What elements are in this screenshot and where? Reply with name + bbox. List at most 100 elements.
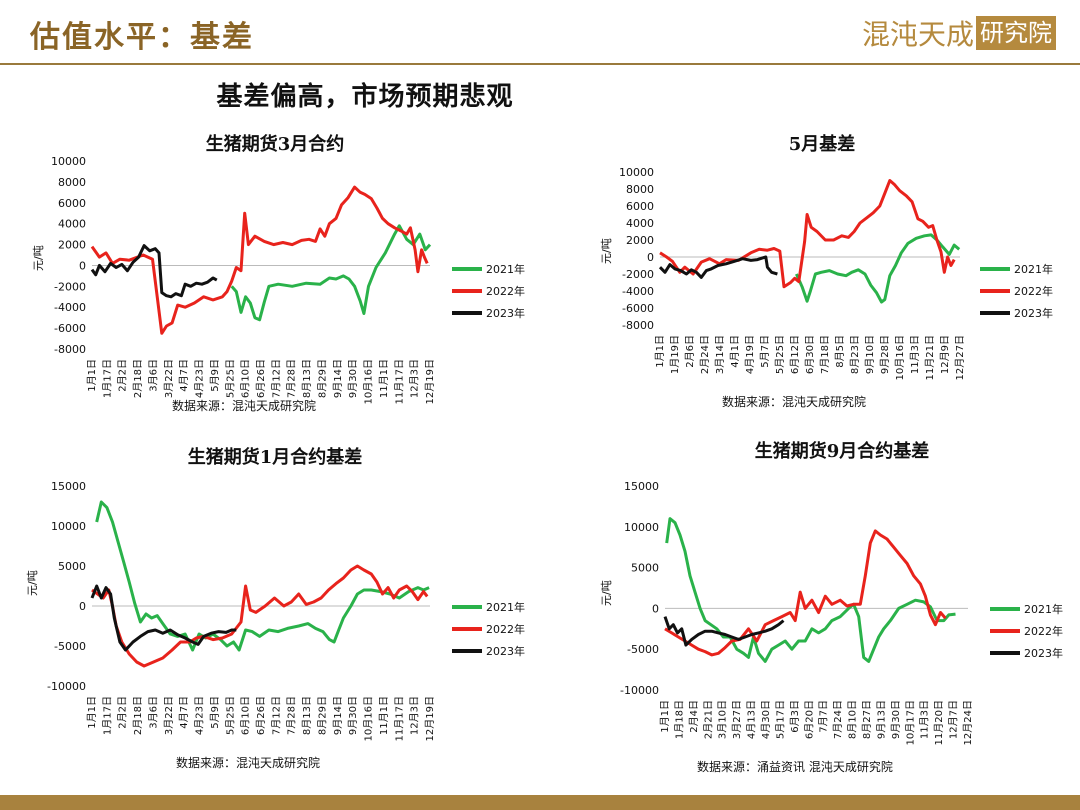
x-tick-label: 9月30日 — [347, 696, 359, 735]
x-tick-label: 5月9日 — [209, 359, 221, 392]
legend-item: 2023年 — [452, 302, 525, 324]
x-tick-label: 12月24日 — [962, 700, 974, 745]
chart-svg: 1000080006000400020000-2000-4000-6000-80… — [0, 0, 1080, 810]
legend-swatch — [452, 605, 482, 609]
x-tick-label: 8月13日 — [301, 696, 313, 735]
x-tick-label: 7月18日 — [819, 335, 831, 374]
legend-swatch — [990, 607, 1020, 611]
x-tick-label: 9月10日 — [864, 335, 876, 374]
legend-swatch — [452, 267, 482, 271]
x-tick-label: 3月6日 — [147, 696, 159, 729]
x-tick-label: 2月18日 — [132, 359, 144, 398]
page-title: 估值水平：基差 — [30, 12, 254, 56]
x-tick-label: 11月1日 — [378, 359, 390, 398]
x-tick-label: 1月19日 — [669, 335, 681, 374]
y-tick-label: 2000 — [626, 234, 654, 247]
y-tick-label: 5000 — [631, 562, 659, 575]
x-tick-label: 4月7日 — [178, 696, 190, 729]
x-tick-label: 7月12日 — [270, 696, 282, 735]
x-tick-label: 5月9日 — [209, 696, 221, 729]
chart-legend: 2021年 2022年 2023年 — [990, 598, 1063, 664]
legend-item: 2022年 — [452, 280, 525, 302]
x-tick-label: 12月19日 — [424, 359, 436, 404]
y-axis-label: 元/吨 — [598, 576, 614, 606]
footer-bar — [0, 795, 1080, 810]
x-tick-label: 8月10日 — [847, 700, 859, 739]
x-tick-label: 9月30日 — [347, 359, 359, 398]
legend-item: 2021年 — [452, 258, 525, 280]
x-tick-label: 6月20日 — [803, 700, 815, 739]
x-tick-label: 12月27日 — [954, 335, 966, 380]
x-tick-label: 11月20日 — [933, 700, 945, 745]
x-tick-label: 11月17日 — [393, 359, 405, 404]
y-tick-label: 0 — [79, 600, 86, 613]
x-tick-label: 5月25日 — [224, 696, 236, 735]
chart-legend: 2021年 2022年 2023年 — [452, 596, 525, 662]
x-tick-label: 2月4日 — [688, 700, 700, 733]
y-tick-label: -4000 — [622, 285, 654, 298]
legend-item: 2021年 — [452, 596, 525, 618]
x-tick-label: 5月17日 — [774, 700, 786, 739]
y-tick-label: -8000 — [622, 319, 654, 332]
legend-item: 2023年 — [990, 642, 1063, 664]
x-tick-label: 8月13日 — [301, 359, 313, 398]
legend-swatch — [990, 629, 1020, 633]
series-line-3 — [92, 586, 236, 650]
legend-label: 2023年 — [1014, 305, 1053, 321]
y-tick-label: -6000 — [54, 322, 86, 335]
legend-label: 2021年 — [486, 261, 525, 277]
x-tick-label: 5月7日 — [759, 335, 771, 368]
legend-swatch — [452, 627, 482, 631]
x-tick-label: 6月26日 — [255, 359, 267, 398]
x-tick-label: 3月14日 — [714, 335, 726, 374]
y-tick-label: 0 — [79, 259, 86, 272]
x-tick-label: 9月14日 — [332, 359, 344, 398]
x-tick-label: 1月18日 — [673, 700, 685, 739]
x-tick-label: 7月28日 — [286, 696, 298, 735]
x-tick-label: 8月5日 — [834, 335, 846, 368]
series-line-1 — [232, 226, 430, 320]
series-line-1 — [97, 502, 429, 650]
legend-swatch — [990, 651, 1020, 655]
y-tick-label: -2000 — [622, 268, 654, 281]
y-tick-label: 6000 — [626, 200, 654, 213]
x-tick-label: 9月30日 — [890, 700, 902, 739]
chart-legend: 2021年 2022年 2023年 — [980, 258, 1053, 324]
series-line-2 — [665, 531, 946, 655]
series-line-2 — [92, 566, 427, 666]
x-tick-label: 4月30日 — [760, 700, 772, 739]
x-tick-label: 10月16日 — [894, 335, 906, 380]
x-tick-label: 2月2日 — [117, 359, 129, 392]
x-tick-label: 9月14日 — [332, 696, 344, 735]
x-tick-label: 4月23日 — [194, 359, 206, 398]
x-tick-label: 6月30日 — [804, 335, 816, 374]
x-tick-label: 5月25日 — [224, 359, 236, 398]
logo-box: 研究院 — [976, 16, 1056, 50]
x-tick-label: 9月28日 — [879, 335, 891, 374]
y-tick-label: -5000 — [627, 643, 659, 656]
y-tick-label: -8000 — [54, 343, 86, 356]
y-tick-label: 0 — [647, 251, 654, 264]
legend-item: 2022年 — [990, 620, 1063, 642]
x-tick-label: 8月29日 — [316, 696, 328, 735]
x-tick-label: 12月3日 — [409, 359, 421, 398]
y-axis-label: 元/吨 — [24, 566, 40, 596]
series-line-3 — [92, 246, 217, 297]
x-tick-label: 3月10日 — [717, 700, 729, 739]
x-tick-label: 1月1日 — [86, 359, 98, 392]
y-tick-label: -10000 — [47, 680, 86, 693]
legend-label: 2022年 — [486, 621, 525, 637]
x-tick-label: 11月21日 — [924, 335, 936, 380]
legend-label: 2022年 — [1024, 623, 1063, 639]
x-tick-label: 2月2日 — [117, 696, 129, 729]
series-line-2 — [92, 187, 427, 333]
legend-item: 2021年 — [980, 258, 1053, 280]
x-tick-label: 2月24日 — [699, 335, 711, 374]
header-divider — [0, 63, 1080, 65]
x-tick-label: 10月16日 — [363, 359, 375, 404]
logo-text: 混沌天成 — [862, 13, 974, 53]
chart-legend: 2021年 2022年 2023年 — [452, 258, 525, 324]
x-tick-label: 3月27日 — [731, 700, 743, 739]
x-tick-label: 1月1日 — [659, 700, 671, 733]
x-tick-label: 11月1日 — [378, 696, 390, 735]
